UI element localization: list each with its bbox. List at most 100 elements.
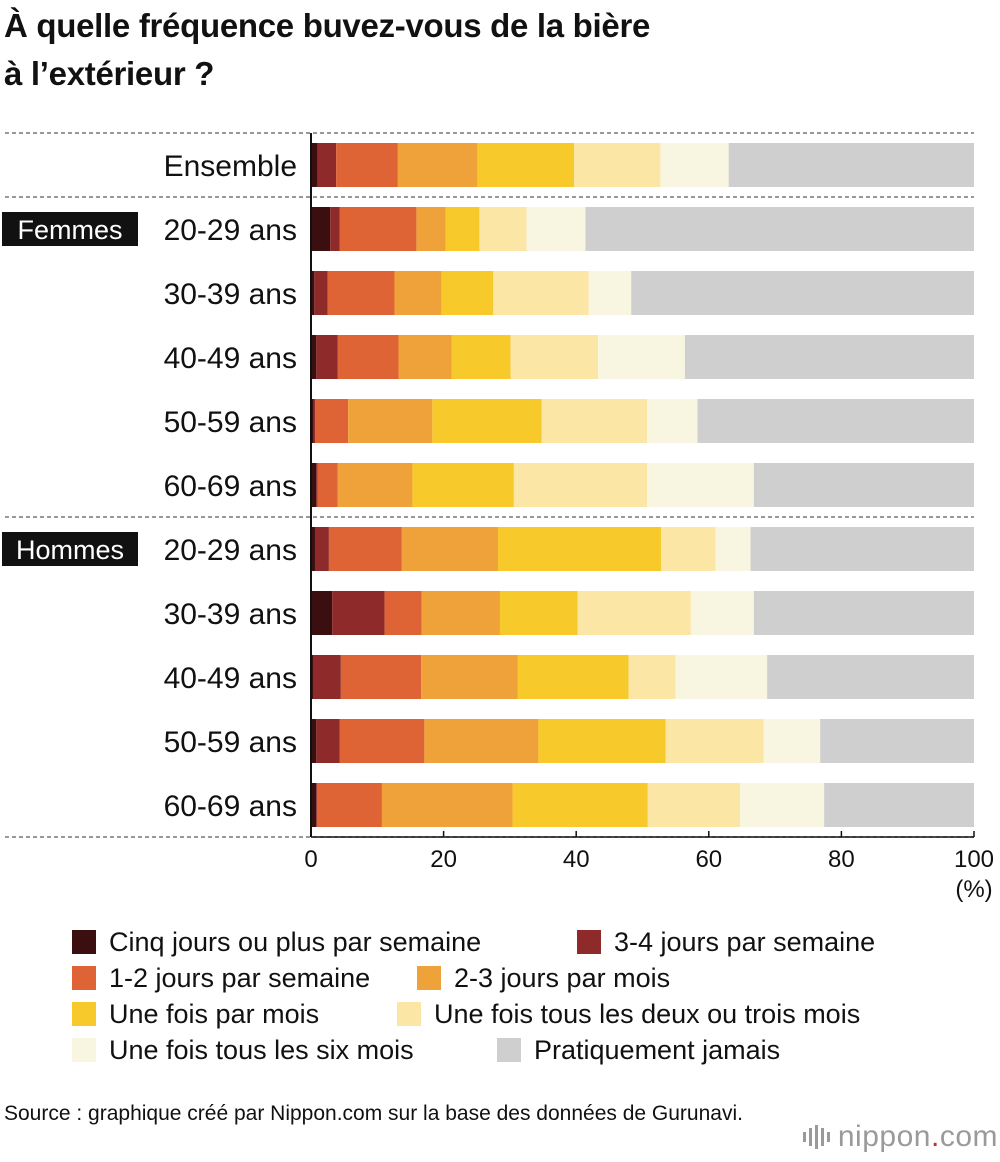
bar-segment-9-2 xyxy=(339,719,425,763)
bar-segment-7-2 xyxy=(384,591,422,635)
x-tick-label: 40 xyxy=(563,846,590,873)
bar-segment-5-0 xyxy=(311,463,317,507)
bar-segment-1-1 xyxy=(330,207,340,251)
bar-segment-8-2 xyxy=(340,655,422,699)
group-tag-label: Hommes xyxy=(16,535,124,565)
group-tag-label: Femmes xyxy=(17,215,122,245)
bar-segment-3-5 xyxy=(510,335,599,379)
bar-segment-2-3 xyxy=(394,271,442,315)
bar-segment-4-0 xyxy=(311,399,314,443)
bar-segment-2-2 xyxy=(327,271,395,315)
bar-segment-8-6 xyxy=(675,655,768,699)
legend-swatch xyxy=(72,1038,96,1062)
legend-swatch xyxy=(397,1002,421,1026)
bar-segment-4-2 xyxy=(314,399,349,443)
legend-swatch xyxy=(417,966,441,990)
legend-item: Une fois tous les deux ou trois mois xyxy=(397,998,861,1029)
logo-suffix: com xyxy=(939,1120,998,1153)
category-label: 30-39 ans xyxy=(164,598,297,631)
bar-segment-3-3 xyxy=(398,335,452,379)
bar-segment-8-7 xyxy=(767,655,974,699)
x-unit-label: (%) xyxy=(955,876,992,903)
bar-segment-2-1 xyxy=(314,271,328,315)
bar-segment-2-7 xyxy=(631,271,974,315)
legend-item: Cinq jours ou plus par semaine xyxy=(72,927,481,957)
x-tick-label: 80 xyxy=(828,846,855,873)
bar-segment-10-6 xyxy=(739,783,825,827)
bar-segment-3-7 xyxy=(684,335,974,379)
bar-segment-3-4 xyxy=(451,335,511,379)
bar-segment-3-6 xyxy=(598,335,685,379)
bar-segment-6-7 xyxy=(750,527,974,571)
bar-segment-7-7 xyxy=(753,591,974,635)
bar-segment-6-0 xyxy=(311,527,315,571)
bar-segment-7-4 xyxy=(499,591,578,635)
bar-segment-2-5 xyxy=(493,271,589,315)
legend-swatch xyxy=(497,1038,521,1062)
category-label: 40-49 ans xyxy=(164,662,297,695)
bar-segment-4-3 xyxy=(348,399,433,443)
category-label: 50-59 ans xyxy=(164,406,297,439)
category-label: Ensemble xyxy=(164,150,297,183)
x-tick-label: 20 xyxy=(430,846,457,873)
bar-segment-4-4 xyxy=(432,399,542,443)
bar-segment-7-6 xyxy=(690,591,754,635)
bar-segment-9-5 xyxy=(665,719,764,763)
bar-segment-1-3 xyxy=(416,207,446,251)
chart-title: À quelle fréquence buvez-vous de la bièr… xyxy=(4,2,984,98)
bar-segment-6-2 xyxy=(328,527,402,571)
legend-item: 3-4 jours par semaine xyxy=(577,927,875,957)
category-label: 60-69 ans xyxy=(164,470,297,503)
bar-segment-9-0 xyxy=(311,719,317,763)
bar-segment-6-5 xyxy=(661,527,716,571)
bar-segment-6-6 xyxy=(715,527,751,571)
bar-segment-5-7 xyxy=(753,463,974,507)
category-label: 50-59 ans xyxy=(164,726,297,759)
bar-segment-9-1 xyxy=(316,719,340,763)
bar-segment-7-3 xyxy=(421,591,500,635)
bar-segment-4-7 xyxy=(697,399,974,443)
bar-segment-6-4 xyxy=(497,527,662,571)
bar-segment-7-0 xyxy=(311,591,333,635)
title-line-2: à l’extérieur ? xyxy=(4,55,215,92)
bar-segment-2-6 xyxy=(588,271,632,315)
x-tick-label: 100 xyxy=(954,846,994,873)
bar-segment-0-6 xyxy=(660,143,729,187)
logo-mark-icon xyxy=(802,1125,830,1149)
legend-label: Une fois tous les six mois xyxy=(109,1034,414,1065)
group-tag-bg xyxy=(2,532,138,566)
bar-segment-10-3 xyxy=(381,783,513,827)
bar-segment-0-5 xyxy=(574,143,661,187)
legend-label: 1-2 jours par semaine xyxy=(109,962,371,993)
bar-segment-1-2 xyxy=(339,207,417,251)
legend-label: Une fois par mois xyxy=(109,998,320,1029)
bar-segment-9-4 xyxy=(538,719,666,763)
bar-segment-9-6 xyxy=(763,719,821,763)
bar-segment-9-3 xyxy=(424,719,539,763)
bar-segment-10-0 xyxy=(311,783,317,827)
category-label: 20-29 ans xyxy=(164,534,297,567)
x-tick-label: 0 xyxy=(304,846,317,873)
bar-segment-0-7 xyxy=(728,143,974,187)
legend-swatch xyxy=(72,1002,96,1026)
bar-segment-10-5 xyxy=(647,783,740,827)
bar-segment-7-5 xyxy=(577,591,691,635)
bar-segment-1-0 xyxy=(311,207,331,251)
bar-segment-5-3 xyxy=(337,463,413,507)
legend-item: 2-3 jours par mois xyxy=(417,963,670,993)
bar-segment-6-3 xyxy=(401,527,498,571)
bar-segment-1-5 xyxy=(479,207,527,251)
category-label: 40-49 ans xyxy=(164,342,297,375)
bar-segment-8-5 xyxy=(628,655,676,699)
legend-label: Une fois tous les deux ou trois mois xyxy=(434,998,861,1029)
legend-swatch xyxy=(72,966,96,990)
bar-segment-8-4 xyxy=(517,655,629,699)
legend-item: 1-2 jours par semaine xyxy=(72,962,371,993)
group-tag-bg xyxy=(2,212,138,246)
bar-segment-0-2 xyxy=(336,143,398,187)
logo-name: nippon xyxy=(837,1120,931,1153)
bar-segment-1-6 xyxy=(526,207,586,251)
category-label: 30-39 ans xyxy=(164,278,297,311)
bar-segment-5-1 xyxy=(316,463,318,507)
bar-segment-6-1 xyxy=(314,527,329,571)
